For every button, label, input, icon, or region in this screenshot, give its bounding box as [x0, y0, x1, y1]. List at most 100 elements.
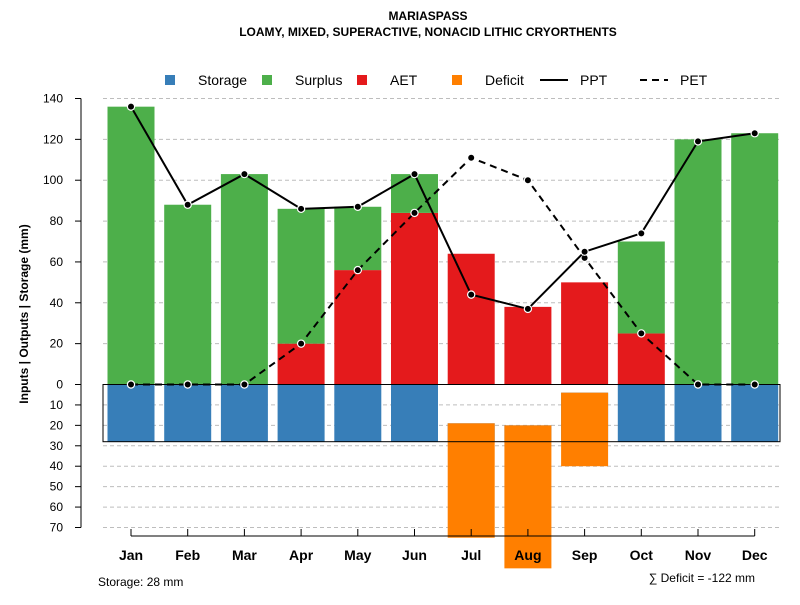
- gridlines: [103, 98, 780, 528]
- x-tick-label-oct: Oct: [630, 547, 654, 563]
- surplus-bar-dec: [731, 133, 779, 385]
- pet-point-feb: [183, 380, 192, 389]
- storage-bar-feb: [164, 384, 212, 442]
- pet-point-dec: [750, 380, 759, 389]
- x-tick-label-feb: Feb: [175, 547, 200, 563]
- deficit-bar-sep: [561, 392, 609, 467]
- legend-label-surplus: Surplus: [295, 72, 342, 88]
- pet-point-jul: [467, 153, 476, 162]
- legend-label-aet: AET: [390, 72, 418, 88]
- ppt-point-nov: [693, 137, 703, 146]
- pet-point-apr: [296, 339, 306, 348]
- y-axis-label: Inputs | Outputs | Storage (mm): [17, 224, 31, 403]
- ppt-point-sep: [580, 247, 589, 256]
- ppt-point-mar: [240, 169, 249, 179]
- ppt-point-jan: [126, 102, 136, 111]
- ppt-point-jun: [410, 169, 419, 179]
- deficit-bar-jul: [447, 423, 495, 538]
- x-tick-label-aug: Aug: [514, 547, 541, 563]
- surplus-bar-mar: [220, 174, 268, 385]
- x-tick-label-nov: Nov: [685, 547, 712, 563]
- x-tick-label-dec: Dec: [742, 547, 768, 563]
- ppt-point-dec: [750, 129, 759, 138]
- legend-swatch-aet: [357, 75, 367, 85]
- y-tick-label: 120: [43, 132, 63, 146]
- y-tick-label: 10: [50, 398, 64, 412]
- storage-bar-oct: [617, 384, 665, 442]
- x-tick-label-jul: Jul: [461, 547, 481, 563]
- chart-title: MARIASPASS: [388, 9, 467, 23]
- x-tick-label-apr: Apr: [289, 547, 314, 563]
- x-tick-label-mar: Mar: [232, 547, 257, 563]
- axes: 0 20 40 60 80 100 120 140 10 20 30 40 50 60 70 Jan Feb Ma…: [43, 92, 768, 564]
- aet-bar-sep: [561, 282, 609, 385]
- y-tick-label: 70: [50, 521, 64, 535]
- ppt-point-feb: [183, 200, 192, 209]
- legend-label-pet: PET: [680, 72, 708, 88]
- aet-bar-jul: [447, 253, 495, 385]
- pet-point-may: [353, 265, 362, 275]
- x-tick-label-jun: Jun: [402, 547, 427, 563]
- y-tick-label: 60: [50, 255, 64, 269]
- storage-note: Storage: 28 mm: [98, 575, 183, 589]
- y-tick-label: 20: [50, 418, 64, 432]
- legend-label-ppt: PPT: [580, 72, 608, 88]
- aet-bar-jun: [391, 212, 438, 385]
- y-tick-label: 20: [50, 337, 64, 351]
- deficit-note: ∑ Deficit = -122 mm: [649, 571, 755, 585]
- aet-bar-apr: [277, 343, 325, 385]
- storage-bar-jan: [107, 384, 155, 442]
- y-tick-label: 140: [43, 92, 63, 106]
- legend: Storage Surplus AET Deficit PPT PET: [165, 72, 708, 88]
- y-tick-label: 40: [50, 459, 64, 473]
- pet-point-oct: [637, 329, 646, 338]
- ppt-point-apr: [296, 204, 306, 214]
- legend-label-deficit: Deficit: [485, 72, 524, 88]
- lines: [126, 102, 759, 389]
- ppt-line: [130, 106, 755, 311]
- storage-bar-mar: [220, 384, 268, 442]
- legend-swatch-surplus: [262, 75, 272, 85]
- y-tick-label: 100: [43, 173, 63, 187]
- storage-bar-dec: [731, 384, 779, 442]
- surplus-bar-nov: [674, 139, 722, 385]
- surplus-bar-feb: [164, 204, 212, 385]
- surplus-bar-may: [334, 206, 382, 271]
- aet-bar-aug: [504, 306, 552, 385]
- bars: [102, 106, 781, 569]
- surplus-bar-jan: [107, 106, 155, 385]
- y-tick-label: 0: [56, 378, 63, 392]
- deficit-bar-aug: [504, 425, 552, 569]
- surplus-bar-apr: [277, 208, 325, 344]
- y-tick-label: 80: [50, 214, 64, 228]
- pet-point-aug: [523, 176, 533, 185]
- legend-swatch-storage: [165, 75, 175, 85]
- x-tick-label-may: May: [344, 547, 371, 563]
- ppt-point-may: [353, 202, 362, 211]
- storage-bar-jun: [391, 384, 438, 442]
- x-tick-label-jan: Jan: [119, 547, 143, 563]
- aet-bar-oct: [617, 333, 665, 385]
- storage-bar-apr: [277, 384, 325, 442]
- legend-swatch-deficit: [452, 75, 462, 85]
- pet-point-mar: [240, 380, 249, 389]
- storage-bar-nov: [674, 384, 722, 442]
- y-tick-label: 30: [50, 439, 64, 453]
- surplus-bar-oct: [617, 241, 665, 334]
- pet-point-jan: [126, 380, 136, 389]
- y-tick-label: 60: [50, 500, 64, 514]
- chart-subtitle: LOAMY, MIXED, SUPERACTIVE, NONACID LITHI…: [239, 25, 617, 39]
- storage-bar-may: [334, 384, 382, 442]
- ppt-point-jul: [467, 290, 476, 299]
- x-tick-label-sep: Sep: [572, 547, 598, 563]
- pet-line: [131, 156, 755, 386]
- y-tick-label: 40: [50, 296, 64, 310]
- ppt-point-aug: [523, 304, 533, 314]
- y-tick-label: 50: [50, 480, 64, 494]
- pet-point-nov: [693, 380, 703, 389]
- legend-label-storage: Storage: [198, 72, 247, 88]
- ppt-point-oct: [637, 229, 646, 238]
- pet-point-jun: [410, 208, 419, 218]
